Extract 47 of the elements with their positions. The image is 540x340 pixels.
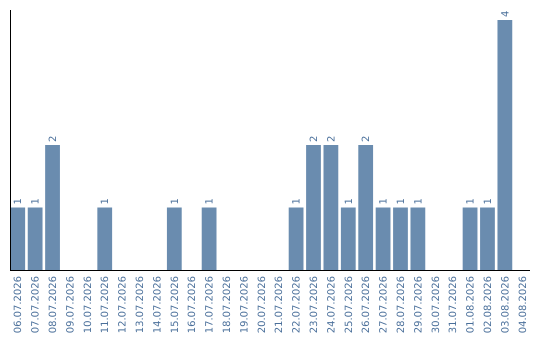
x-tick-label: 15.07.2026 — [170, 276, 181, 334]
x-tick-label: 03.08.2026 — [500, 276, 512, 334]
x-tick-label: 13.07.2026 — [135, 276, 146, 334]
x-tick-label: 28.07.2026 — [396, 276, 407, 334]
x-tick-label: 21.07.2026 — [274, 276, 286, 334]
x-tick-label: 02.08.2026 — [482, 276, 494, 334]
x-tick-label: 14.07.2026 — [152, 276, 164, 334]
x-tick-label: 31.07.2026 — [448, 276, 460, 334]
x-tick-label: 20.07.2026 — [256, 276, 268, 334]
data-label: 2 — [326, 136, 338, 142]
x-tick-label: 17.07.2026 — [204, 276, 216, 334]
data-label: 1 — [204, 198, 216, 204]
x-tick-label: 22.07.2026 — [292, 276, 303, 334]
x-tick-label: 11.07.2026 — [100, 276, 112, 334]
data-label: 2 — [48, 136, 60, 142]
data-label: 1 — [466, 198, 477, 204]
data-label: 1 — [344, 198, 355, 204]
x-tick-label: 04.08.2026 — [518, 276, 529, 334]
x-tick-label: 18.07.2026 — [222, 276, 234, 334]
data-label: 1 — [482, 198, 494, 204]
x-tick-label: 16.07.2026 — [187, 276, 198, 334]
x-tick-label: 24.07.2026 — [326, 276, 338, 334]
x-tick-label: 30.07.2026 — [430, 276, 442, 334]
x-tick-label: 29.07.2026 — [413, 276, 424, 334]
data-label: 2 — [361, 136, 372, 142]
x-tick-label: 23.07.2026 — [308, 276, 320, 334]
x-tick-label: 09.07.2026 — [65, 276, 76, 334]
data-label: 1 — [292, 198, 303, 204]
x-tick-label: 12.07.2026 — [118, 276, 129, 334]
data-label: 1 — [170, 198, 181, 204]
x-tick-label: 26.07.2026 — [361, 276, 372, 334]
x-tick-label: 06.07.2026 — [13, 276, 24, 334]
data-label: 1 — [100, 198, 112, 204]
data-label: 2 — [308, 136, 320, 142]
data-label: 1 — [30, 198, 42, 204]
x-tick-label: 01.08.2026 — [466, 276, 477, 334]
data-label: 1 — [396, 198, 407, 204]
x-tick-label: 10.07.2026 — [82, 276, 94, 334]
x-tick-label: 27.07.2026 — [378, 276, 390, 334]
x-tick-label: 08.07.2026 — [48, 276, 60, 334]
data-label: 4 — [500, 10, 512, 17]
x-tick-label: 25.07.2026 — [344, 276, 355, 334]
data-label: 1 — [378, 198, 390, 204]
x-tick-label: 07.07.2026 — [30, 276, 42, 334]
data-label: 1 — [413, 198, 424, 204]
data-label: 1 — [13, 198, 24, 204]
x-tick-label: 19.07.2026 — [239, 276, 250, 334]
